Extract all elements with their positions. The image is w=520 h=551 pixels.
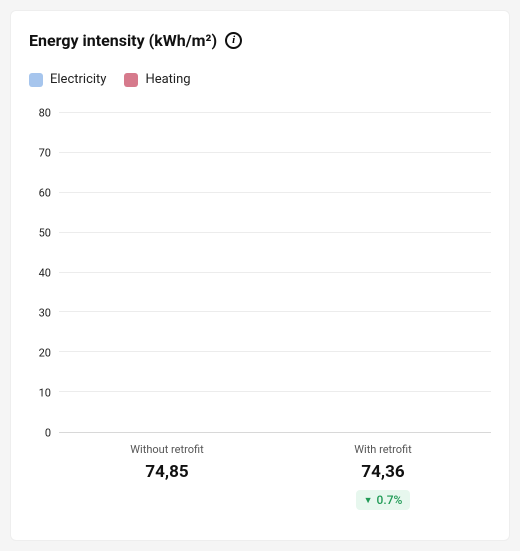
info-icon[interactable]: i xyxy=(225,32,242,49)
y-tick-label: 20 xyxy=(39,347,51,360)
legend-swatch-heating xyxy=(124,73,138,87)
grid-line xyxy=(59,391,491,392)
y-tick-label: 30 xyxy=(39,307,51,320)
y-tick-label: 40 xyxy=(39,267,51,280)
caret-down-icon: ▼ xyxy=(364,495,373,506)
category-total: 74,85 xyxy=(59,462,275,482)
bars-container xyxy=(59,113,491,432)
grid-line xyxy=(59,232,491,233)
y-tick-label: 70 xyxy=(39,147,51,160)
chart: 01020304050607080 xyxy=(29,113,491,433)
card-title: Energy intensity (kWh/m²) xyxy=(29,31,217,50)
legend-item-heating: Heating xyxy=(124,72,190,87)
category-total: 74,36 xyxy=(275,462,491,482)
y-tick-label: 80 xyxy=(39,107,51,120)
y-tick-label: 10 xyxy=(39,387,51,400)
category-label: Without retrofit xyxy=(59,443,275,456)
grid-line xyxy=(59,272,491,273)
card-header: Energy intensity (kWh/m²) i xyxy=(29,31,491,50)
legend-label-heating: Heating xyxy=(145,72,190,87)
energy-intensity-card: Energy intensity (kWh/m²) i Electricity … xyxy=(10,10,510,541)
chart-legend: Electricity Heating xyxy=(29,72,491,87)
category-label: With retrofit xyxy=(275,443,491,456)
x-axis-cell: Without retrofit 74,85 xyxy=(59,433,275,510)
y-tick-label: 0 xyxy=(45,427,51,440)
x-axis-row: Without retrofit 74,85With retrofit 74,36 ▼… xyxy=(59,433,491,510)
grid-line xyxy=(59,112,491,113)
legend-swatch-electricity xyxy=(29,73,43,87)
grid-line xyxy=(59,152,491,153)
grid-line xyxy=(59,192,491,193)
grid-line xyxy=(59,311,491,312)
legend-label-electricity: Electricity xyxy=(50,72,106,87)
y-tick-label: 50 xyxy=(39,227,51,240)
grid-line xyxy=(59,351,491,352)
legend-item-electricity: Electricity xyxy=(29,72,106,87)
y-axis: 01020304050607080 xyxy=(29,113,59,433)
x-axis-cell: With retrofit 74,36 ▼ 0.7% xyxy=(275,433,491,510)
delta-text: 0.7% xyxy=(377,493,403,507)
y-tick-label: 60 xyxy=(39,187,51,200)
plot-area xyxy=(59,113,491,433)
delta-badge: ▼ 0.7% xyxy=(356,490,411,510)
